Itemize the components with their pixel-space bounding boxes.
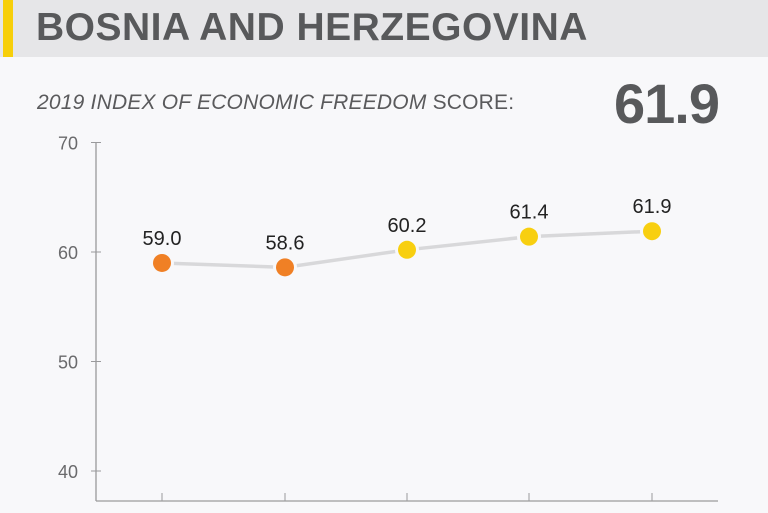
overall-score: 61.9 <box>614 72 720 135</box>
score-subtitle: 2019 INDEX OF ECONOMIC FREEDOM SCORE: <box>37 91 514 115</box>
data-point <box>276 258 294 277</box>
data-point <box>643 222 661 241</box>
data-point <box>520 227 538 246</box>
data-label: 61.4 <box>510 202 549 224</box>
y-tick-label: 60 <box>58 243 78 263</box>
data-label: 58.6 <box>266 232 305 254</box>
subtitle-italic: 2019 INDEX OF ECONOMIC FREEDOM <box>37 91 427 114</box>
subtitle-rest: SCORE: <box>426 91 515 114</box>
data-point <box>153 253 171 272</box>
y-tick-label: 40 <box>58 462 78 482</box>
y-tick-label: 50 <box>58 353 78 373</box>
accent-bar <box>3 0 13 57</box>
data-label: 61.9 <box>633 196 672 218</box>
country-title: BOSNIA AND HERZEGOVINA <box>36 6 588 49</box>
data-point <box>398 240 416 259</box>
data-label: 59.0 <box>143 228 182 250</box>
y-tick-label: 70 <box>58 134 78 154</box>
title-banner <box>0 0 768 57</box>
data-label: 60.2 <box>388 215 427 237</box>
